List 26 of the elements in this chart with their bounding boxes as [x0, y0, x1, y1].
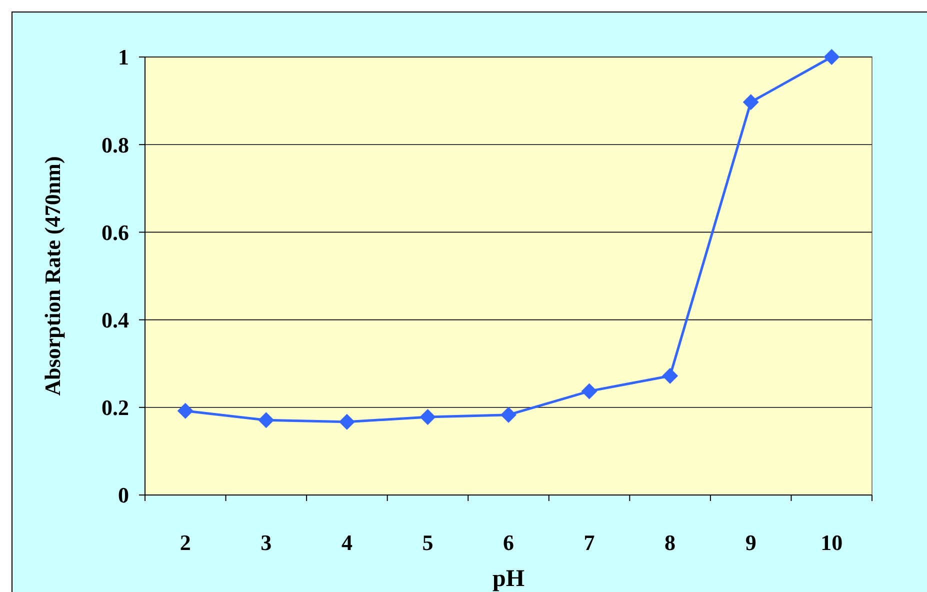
- y-axis-title: Absorption Rate (470nm): [40, 156, 65, 396]
- point: [824, 49, 840, 65]
- x-tick-label: 10: [820, 530, 843, 555]
- y-tick-label: 0: [118, 482, 129, 508]
- y-tick-label: 0.4: [102, 308, 129, 332]
- y-tick-label: 1: [118, 44, 129, 70]
- x-tick-label: 5: [422, 530, 434, 555]
- point: [177, 402, 194, 419]
- x-tick-label: 4: [341, 530, 352, 555]
- x-axis-title: pH: [492, 566, 525, 592]
- y-tick-label: 0.2: [102, 395, 129, 420]
- x-tick-label: 8: [664, 530, 676, 555]
- y-tick-label: 0.6: [102, 220, 129, 245]
- point: [500, 406, 516, 423]
- x-tick-label: 2: [180, 530, 191, 555]
- x-tick-label: 3: [260, 530, 272, 555]
- point: [581, 383, 598, 400]
- point: [338, 414, 355, 430]
- point: [742, 94, 759, 110]
- x-tick-label: 7: [584, 530, 595, 555]
- x-tick-label: 9: [745, 530, 756, 555]
- point: [258, 412, 274, 428]
- y-tick-label: 0.8: [102, 132, 129, 158]
- point: [662, 368, 678, 384]
- point: [420, 409, 436, 426]
- x-tick-label: 6: [503, 530, 514, 555]
